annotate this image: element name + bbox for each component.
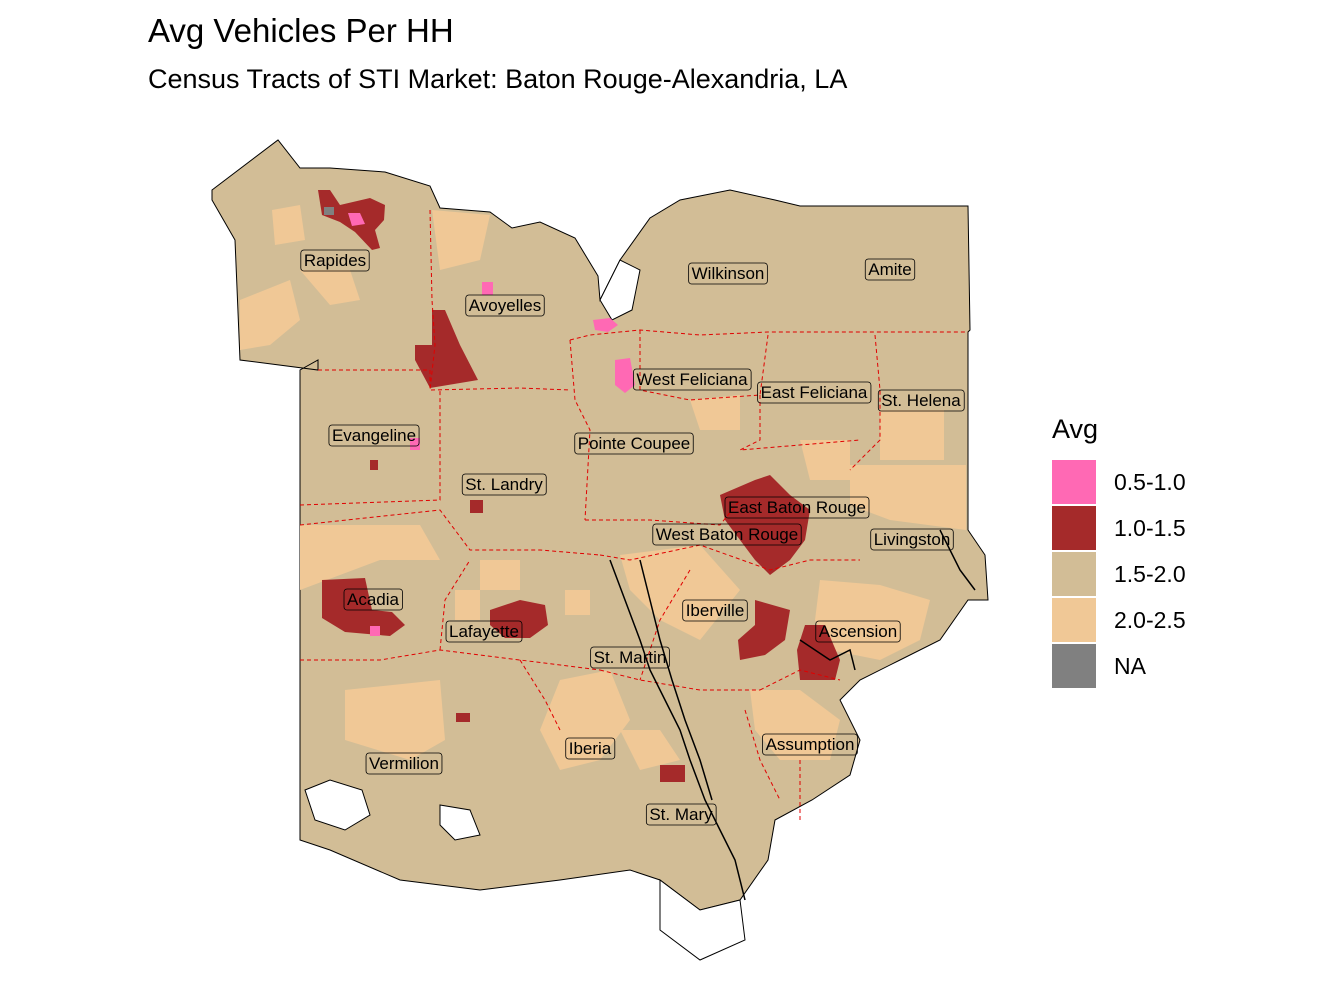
county-label-box — [590, 646, 670, 669]
county-label: Vermilion — [365, 752, 443, 775]
gulf-white-bottom — [659, 879, 746, 961]
county-label: East Feliciana — [757, 381, 872, 404]
legend-label: 2.0-2.5 — [1114, 606, 1186, 633]
county-label: Iberia — [565, 737, 616, 760]
legend-label: 1.0-1.5 — [1114, 514, 1186, 541]
county-label-text: Iberville — [686, 601, 745, 620]
map-subtitle: Census Tracts of STI Market: Baton Rouge… — [148, 64, 848, 94]
legend-item: 1.0-1.5 — [1052, 505, 1186, 551]
river-notch — [599, 259, 641, 321]
county-label-text: Pointe Coupee — [578, 434, 690, 453]
county-label-text: Lafayette — [449, 622, 519, 641]
legend-item: 0.5-1.0 — [1052, 459, 1186, 505]
county-label: Evangeline — [328, 424, 420, 447]
legend-swatch — [1052, 460, 1096, 504]
county-label-text: West Baton Rouge — [656, 525, 798, 544]
county-label-box — [724, 496, 870, 519]
county-label: West Baton Rouge — [652, 523, 802, 546]
county-label-box — [465, 294, 545, 317]
county-label-text: Ascension — [819, 622, 897, 641]
county-label: Lafayette — [445, 620, 523, 643]
rivers — [609, 529, 976, 901]
county-label-box — [864, 258, 916, 281]
county-label-text: St. Mary — [649, 805, 713, 824]
county-label: Acadia — [343, 588, 403, 611]
county-label-box — [565, 737, 616, 760]
county-label-text: Iberia — [569, 739, 612, 758]
county-label-box — [762, 733, 858, 756]
county-label: Livingston — [870, 528, 954, 551]
legend-swatch — [1052, 506, 1096, 550]
legend-label: NA — [1114, 652, 1146, 679]
class-0.5-1.0-areas — [348, 213, 635, 636]
county-label: Iberville — [682, 599, 748, 622]
county-label-text: Livingston — [874, 530, 951, 549]
county-label-text: West Feliciana — [636, 370, 748, 389]
county-label: West Feliciana — [633, 368, 752, 391]
county-label-box — [461, 473, 547, 496]
county-label-box — [574, 432, 694, 455]
county-label: Ascension — [815, 620, 901, 643]
legend-label: 0.5-1.0 — [1114, 468, 1186, 495]
county-label-box — [445, 620, 523, 643]
county-label-box — [645, 803, 717, 826]
county-label-text: Acadia — [347, 590, 400, 609]
lake-white-left — [304, 779, 371, 831]
legend: Avg 0.5-1.0 1.0-1.5 1.5-2.0 2.0-2.5 NA — [1052, 414, 1186, 689]
county-label: Assumption — [762, 733, 858, 756]
class-2.0-2.5-areas — [240, 205, 966, 770]
county-label: St. Helena — [877, 389, 965, 412]
county-label-box — [688, 262, 768, 285]
county-label-box — [343, 588, 403, 611]
legend-swatch — [1052, 552, 1096, 596]
legend-item: 2.0-2.5 — [1052, 597, 1186, 643]
county-label: St. Landry — [461, 473, 547, 496]
map-title: Avg Vehicles Per HH — [148, 12, 454, 49]
county-boundaries — [299, 209, 968, 820]
legend-title: Avg — [1052, 414, 1099, 444]
county-label-text: Amite — [868, 260, 911, 279]
county-label: Avoyelles — [465, 294, 545, 317]
county-label-text: Evangeline — [332, 426, 416, 445]
legend-item: 1.5-2.0 — [1052, 551, 1186, 597]
county-label-text: Rapides — [304, 251, 366, 270]
legend-swatch — [1052, 644, 1096, 688]
county-label-box — [870, 528, 954, 551]
county-label-box — [633, 368, 752, 391]
county-label: Wilkinson — [688, 262, 768, 285]
county-label-box — [328, 424, 420, 447]
county-label: Amite — [864, 258, 916, 281]
county-label-text: Vermilion — [369, 754, 439, 773]
county-label-box — [300, 249, 370, 272]
county-label-box — [877, 389, 965, 412]
county-label-box — [815, 620, 901, 643]
county-label-box — [365, 752, 443, 775]
county-label: Rapides — [300, 249, 370, 272]
county-label: St. Martin — [590, 646, 670, 669]
county-label: East Baton Rouge — [724, 496, 870, 519]
county-label-text: Assumption — [766, 735, 855, 754]
county-label: Pointe Coupee — [574, 432, 694, 455]
county-label-text: East Baton Rouge — [728, 498, 866, 517]
legend-item: NA — [1052, 643, 1186, 689]
county-label-box — [682, 599, 748, 622]
county-label-text: Avoyelles — [469, 296, 541, 315]
legend-label: 1.5-2.0 — [1114, 560, 1186, 587]
county-label-text: St. Helena — [881, 391, 961, 410]
county-label-text: Wilkinson — [692, 264, 765, 283]
county-label-text: St. Landry — [465, 475, 543, 494]
class-na-area — [324, 207, 334, 215]
county-label: St. Mary — [645, 803, 717, 826]
legend-swatch — [1052, 598, 1096, 642]
lake-white-mid — [439, 804, 481, 841]
county-label-text: St. Martin — [594, 648, 667, 667]
county-label-box — [757, 381, 872, 404]
county-label-text: East Feliciana — [761, 383, 868, 402]
county-label-box — [652, 523, 802, 546]
